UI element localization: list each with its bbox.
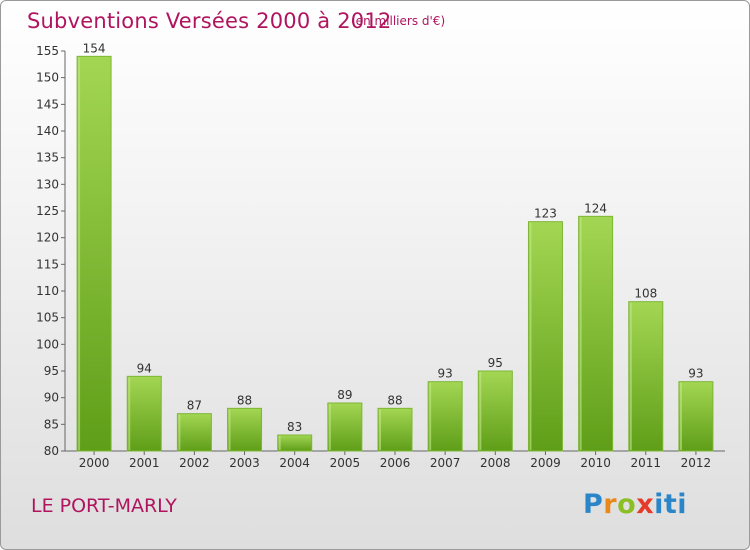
bar-value-label: 94 bbox=[137, 361, 152, 375]
bar-value-label: 108 bbox=[634, 287, 657, 301]
bar-highlight bbox=[579, 217, 582, 450]
bar-group: 154 bbox=[76, 41, 112, 452]
y-tick-label: 145 bbox=[36, 97, 59, 111]
x-tick-label: 2012 bbox=[681, 456, 712, 470]
bar-group: 89 bbox=[327, 388, 363, 452]
bar-highlight bbox=[629, 302, 632, 450]
bar bbox=[427, 381, 463, 452]
proxiti-logo: Proxiti bbox=[583, 489, 688, 520]
y-tick-label: 90 bbox=[44, 391, 59, 405]
bar-highlight bbox=[429, 382, 432, 450]
x-tick-label: 2001 bbox=[129, 456, 160, 470]
bar-highlight bbox=[278, 436, 281, 450]
bar bbox=[227, 407, 263, 452]
bar-value-label: 95 bbox=[488, 356, 503, 370]
y-tick-label: 130 bbox=[36, 177, 59, 191]
bar-group: 108 bbox=[628, 287, 664, 452]
bar-group: 88 bbox=[377, 393, 413, 452]
bar-group: 83 bbox=[277, 420, 313, 452]
bar-value-label: 83 bbox=[287, 420, 302, 434]
x-tick-label: 2002 bbox=[179, 456, 210, 470]
bar-highlight bbox=[379, 409, 381, 450]
bar bbox=[678, 381, 714, 452]
bar-value-label: 93 bbox=[688, 367, 703, 381]
bar-group: 88 bbox=[227, 393, 263, 452]
x-tick-label: 2004 bbox=[279, 456, 310, 470]
bar-value-label: 123 bbox=[534, 207, 557, 221]
bar-group: 95 bbox=[477, 356, 513, 452]
y-tick-label: 125 bbox=[36, 204, 59, 218]
x-tick-label: 2000 bbox=[79, 456, 110, 470]
y-tick-label: 105 bbox=[36, 311, 59, 325]
y-tick-label: 80 bbox=[44, 444, 59, 458]
x-tick-label: 2003 bbox=[229, 456, 260, 470]
y-tick-label: 140 bbox=[36, 124, 59, 138]
y-tick-label: 135 bbox=[36, 151, 59, 165]
bar-group: 124 bbox=[578, 201, 614, 452]
bar-highlight bbox=[529, 222, 532, 450]
x-tick-label: 2007 bbox=[430, 456, 461, 470]
bar-highlight bbox=[479, 372, 482, 450]
bar-value-label: 93 bbox=[438, 367, 453, 381]
bar bbox=[477, 370, 513, 452]
bar-group: 93 bbox=[427, 367, 463, 452]
x-tick-label: 2006 bbox=[380, 456, 411, 470]
bar-value-label: 88 bbox=[237, 393, 252, 407]
bar bbox=[126, 375, 162, 452]
x-axis: 2000 2001 2002 2003 2004 2005 2006 2007 2008 2009… bbox=[65, 450, 725, 470]
y-tick-label: 85 bbox=[44, 417, 59, 431]
bar-value-label: 87 bbox=[187, 399, 202, 413]
chart-subtitle: (en milliers d'€) bbox=[351, 14, 446, 28]
y-tick-label: 155 bbox=[36, 44, 59, 58]
x-tick-label: 2010 bbox=[580, 456, 611, 470]
y-tick-label: 95 bbox=[44, 364, 59, 378]
bars: 154 94 87 88 83 89 88 93 95 123 124 108 93 bbox=[76, 41, 714, 452]
bar bbox=[578, 215, 614, 452]
y-tick-label: 100 bbox=[36, 337, 59, 351]
x-tick-label: 2011 bbox=[630, 456, 661, 470]
bar bbox=[377, 407, 413, 452]
bar bbox=[628, 301, 664, 452]
y-tick-label: 115 bbox=[36, 257, 59, 271]
bar-highlight bbox=[128, 377, 131, 450]
bar-highlight bbox=[178, 414, 181, 450]
bar-group: 87 bbox=[176, 399, 212, 452]
bar bbox=[277, 434, 313, 452]
bar-highlight bbox=[228, 409, 231, 450]
bar-group: 94 bbox=[126, 361, 162, 452]
chart-title: Subventions Versées 2000 à 2012 bbox=[27, 9, 392, 33]
bar-highlight bbox=[78, 57, 81, 450]
bar-group: 93 bbox=[678, 367, 714, 452]
y-axis: 80 85 90 95 100 105 110 115 120 125 130 135 140 145 15… bbox=[36, 44, 66, 458]
bar-highlight bbox=[328, 404, 331, 450]
x-tick-label: 2009 bbox=[530, 456, 561, 470]
y-tick-label: 120 bbox=[36, 231, 59, 245]
y-tick-label: 150 bbox=[36, 71, 59, 85]
bar-value-label: 154 bbox=[83, 41, 106, 55]
bar bbox=[527, 221, 563, 452]
bar-value-label: 124 bbox=[584, 201, 607, 215]
bar-value-label: 88 bbox=[387, 393, 402, 407]
y-tick-label: 110 bbox=[36, 284, 59, 298]
bar bbox=[176, 413, 212, 452]
bar-group: 123 bbox=[527, 207, 563, 452]
bar-highlight bbox=[679, 382, 682, 450]
bar bbox=[327, 402, 363, 452]
commune-name: LE PORT-MARLY bbox=[31, 495, 177, 517]
x-tick-label: 2008 bbox=[480, 456, 511, 470]
bar-value-label: 89 bbox=[337, 388, 352, 402]
x-tick-label: 2005 bbox=[330, 456, 361, 470]
bar bbox=[76, 55, 112, 452]
